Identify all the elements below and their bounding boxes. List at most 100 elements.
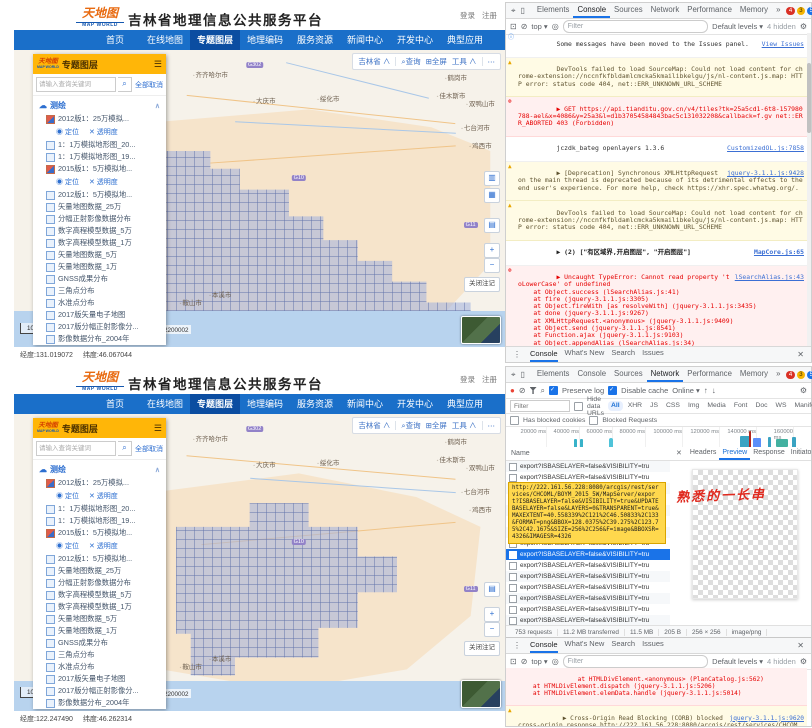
issues-count-badge[interactable]: 57 bbox=[807, 370, 812, 379]
log-levels-selector[interactable]: Default levels ▾ bbox=[712, 22, 764, 31]
register-link[interactable]: 注册 bbox=[482, 375, 497, 384]
inspect-icon[interactable]: ⌖ bbox=[511, 369, 516, 379]
record-icon[interactable]: ● bbox=[510, 386, 515, 395]
map-canvas[interactable]: 齐齐哈尔市大庆市 绥化市 鹤岗市佳木斯市双鸭山市七台河市鸡西市本溪市鞍山市 G10 G… bbox=[14, 50, 505, 347]
filter-chip[interactable]: Img bbox=[687, 402, 700, 409]
source-link[interactable]: jquery-3.1.1.js:9620 bbox=[729, 714, 804, 722]
detail-pane-tab[interactable]: Preview bbox=[719, 447, 751, 460]
layer-item[interactable]: 矢量地图数据_1万 ◉ 定位 ✕ 透明度 bbox=[33, 625, 166, 637]
filter-chip[interactable]: CSS bbox=[665, 402, 680, 409]
nav-item[interactable]: 在线地图 bbox=[146, 399, 183, 409]
console-message[interactable]: ▲ DevTools failed to load SourceMap: Coul… bbox=[506, 57, 807, 98]
context-selector[interactable]: top ▾ bbox=[531, 22, 548, 31]
layer-item[interactable]: 2012版1：5万模拟地... ◉ 定位 ✕ 透明度 bbox=[33, 553, 166, 565]
console-message[interactable]: at HTMLDivElement.<anonymous> (PlanCatal… bbox=[506, 668, 807, 707]
nav-item[interactable]: 专题图层 bbox=[190, 394, 240, 414]
map-search-button[interactable]: ⌕查询 bbox=[401, 421, 421, 430]
basemap-thumbnail[interactable] bbox=[461, 680, 501, 708]
devtools-tab[interactable]: » bbox=[776, 369, 781, 378]
layer-item[interactable]: 2015版1：5万模拟地... ◉ 定位 ✕ 透明度 bbox=[33, 163, 166, 189]
layer-tree-root[interactable]: ☁ 测绘 ∧ bbox=[39, 101, 160, 110]
tools-button[interactable]: 工具 ∧ bbox=[451, 421, 477, 430]
layer-item[interactable]: 矢量地图数据_1万 ◉ 定位 ✕ 透明度 bbox=[33, 261, 166, 273]
drawer-tab[interactable]: What's New bbox=[564, 638, 605, 648]
detail-pane-tab[interactable]: Initiator bbox=[790, 449, 811, 456]
layer-item[interactable]: 分幅正射影像数据分布 ◉ 定位 ✕ 透明度 bbox=[33, 213, 166, 225]
warning-count-badge[interactable]: 3 bbox=[796, 6, 806, 15]
layer-item[interactable]: 数字高程模型数据_5万 ◉ 定位 ✕ 透明度 bbox=[33, 225, 166, 237]
layer-item[interactable]: 影像数据分布_2004年 ◉ 定位 ✕ 透明度 bbox=[33, 697, 166, 709]
device-toolbar-icon[interactable]: ▯ bbox=[520, 370, 525, 379]
hide-data-urls-checkbox[interactable] bbox=[574, 401, 583, 411]
source-link[interactable]: View Issues bbox=[761, 40, 804, 49]
layers-button[interactable]: ▤ bbox=[484, 218, 500, 233]
log-levels-selector[interactable]: Default levels ▾ bbox=[712, 657, 764, 666]
console-sidebar-icon[interactable]: ⊡ bbox=[510, 22, 517, 31]
source-link[interactable]: jquery-3.1.1.js:9428 bbox=[727, 169, 804, 178]
register-link[interactable]: 注册 bbox=[482, 11, 497, 20]
network-request-row[interactable]: export?ISBASELAYER=false&VISIBILITY=tru bbox=[506, 461, 670, 472]
region-selector[interactable]: 吉林省 ∧ bbox=[358, 421, 391, 430]
layer-item[interactable]: 矢量地图数据_25万 ◉ 定位 ✕ 透明度 bbox=[33, 565, 166, 577]
locate-button[interactable]: ◉ 定位 bbox=[56, 179, 79, 186]
layer-search-input[interactable] bbox=[36, 77, 116, 92]
drawer-tab[interactable]: Search bbox=[611, 347, 636, 357]
source-link[interactable]: lSearchAlias.js:43 bbox=[734, 272, 804, 281]
detail-pane-tab[interactable]: Headers bbox=[689, 449, 717, 456]
layer-search-input[interactable] bbox=[36, 441, 116, 456]
console-message[interactable]: ▲ DevTools failed to load SourceMap: Coul… bbox=[506, 201, 807, 241]
filter-chip[interactable]: WS bbox=[775, 402, 787, 409]
layer-item[interactable]: 水准点分布 ◉ 定位 ✕ 透明度 bbox=[33, 297, 166, 309]
layer-item[interactable]: 2017版矢量电子地图 ◉ 定位 ✕ 透明度 bbox=[33, 309, 166, 321]
locate-button[interactable]: ◉ 定位 bbox=[56, 543, 79, 550]
layer-item[interactable]: 2012版1：25万模拟... ◉ 定位 ✕ 透明度 bbox=[33, 113, 166, 139]
console-message[interactable]: ⊗ lSearchAlias.js:43 ▶ Uncaught TypeError:… bbox=[506, 265, 807, 347]
devtools-tab[interactable]: » bbox=[776, 5, 781, 14]
nav-item[interactable]: 新闻中心 bbox=[346, 35, 383, 45]
layer-item[interactable]: 矢量地图数据_5万 ◉ 定位 ✕ 透明度 bbox=[33, 613, 166, 625]
devtools-tab[interactable]: Sources bbox=[614, 369, 643, 378]
network-request-row[interactable]: export?ISBASELAYER=false&VISIBILITY=tru bbox=[506, 549, 670, 560]
layer-item[interactable]: 三角点分布 ◉ 定位 ✕ 透明度 bbox=[33, 285, 166, 297]
layer-item[interactable]: 1：1万模拟地形图_19... ◉ 定位 ✕ 透明度 bbox=[33, 151, 166, 163]
layer-item[interactable]: 1：1万模拟地形图_19... ◉ 定位 ✕ 透明度 bbox=[33, 515, 166, 527]
tools-button[interactable]: 工具 ∧ bbox=[451, 57, 477, 66]
fullscreen-button[interactable]: ⊞全屏 bbox=[425, 57, 447, 66]
fullscreen-button[interactable]: ⊞全屏 bbox=[425, 421, 447, 430]
drawer-kebab-icon[interactable]: ⋮ bbox=[513, 641, 521, 650]
console-message[interactable]: CustomizedOL.js:7858 jczdk_bateg openlaye… bbox=[506, 137, 807, 162]
filter-chip[interactable]: All bbox=[608, 401, 623, 411]
clear-console-icon[interactable]: ⊘ bbox=[520, 22, 528, 31]
console-message[interactable]: ⓘ View Issues Some messages have been move… bbox=[506, 33, 807, 58]
devtools-tab[interactable]: Performance bbox=[687, 5, 732, 14]
console-message[interactable]: ▲ jquery-3.1.1.js:9620 ▶ Cross-Origin Read… bbox=[506, 706, 807, 726]
drawer-tab[interactable]: Issues bbox=[642, 638, 664, 648]
throttling-selector[interactable]: Online ▾ bbox=[672, 386, 700, 395]
layer-item[interactable]: 2012版1：25万模拟... ◉ 定位 ✕ 透明度 bbox=[33, 477, 166, 503]
drawer-tab[interactable]: What's New bbox=[564, 347, 605, 357]
console-message[interactable]: MapCore.js:65 ▶ (2) ["有区域界,开启图层", "开启图层"] bbox=[506, 241, 807, 266]
console-filter-input[interactable] bbox=[562, 655, 709, 668]
network-request-row[interactable]: export?ISBASELAYER=false&VISIBILITY=tru bbox=[506, 604, 670, 615]
layer-item[interactable]: 数字高程模型数据_5万 ◉ 定位 ✕ 透明度 bbox=[33, 589, 166, 601]
devtools-tab[interactable]: Network bbox=[646, 367, 684, 382]
console-filter-input[interactable] bbox=[562, 20, 709, 33]
network-request-row[interactable]: export?ISBASELAYER=false&VISIBILITY=tru bbox=[506, 472, 670, 483]
nav-item[interactable]: 地理编码 bbox=[246, 35, 283, 45]
network-request-row[interactable]: export?ISBASELAYER=false&VISIBILITY=tru bbox=[506, 593, 670, 604]
basemap-thumbnail[interactable] bbox=[461, 316, 501, 344]
context-selector[interactable]: top ▾ bbox=[531, 657, 548, 666]
network-filter-input[interactable] bbox=[510, 400, 570, 412]
nav-item[interactable]: 专题图层 bbox=[190, 30, 240, 50]
layer-item[interactable]: 水准点分布 ◉ 定位 ✕ 透明度 bbox=[33, 661, 166, 673]
search-icon[interactable]: ⌕ bbox=[118, 441, 132, 456]
console-sidebar-icon[interactable]: ⊡ bbox=[510, 657, 517, 666]
source-link[interactable]: MapCore.js:65 bbox=[753, 248, 804, 257]
layer-item[interactable]: 矢量地图数据_25万 ◉ 定位 ✕ 透明度 bbox=[33, 201, 166, 213]
drawer-close-icon[interactable]: ✕ bbox=[797, 641, 804, 650]
zoom-out-button[interactable]: − bbox=[484, 622, 500, 637]
layer-item[interactable]: GNSS成果分布 ◉ 定位 ✕ 透明度 bbox=[33, 273, 166, 285]
network-request-row[interactable]: export?ISBASELAYER=false&VISIBILITY=tru bbox=[506, 571, 670, 582]
devtools-tab[interactable]: Elements bbox=[536, 369, 570, 378]
request-list[interactable]: Name export?ISBASELAYER=false&VISIBILITY… bbox=[506, 447, 671, 626]
